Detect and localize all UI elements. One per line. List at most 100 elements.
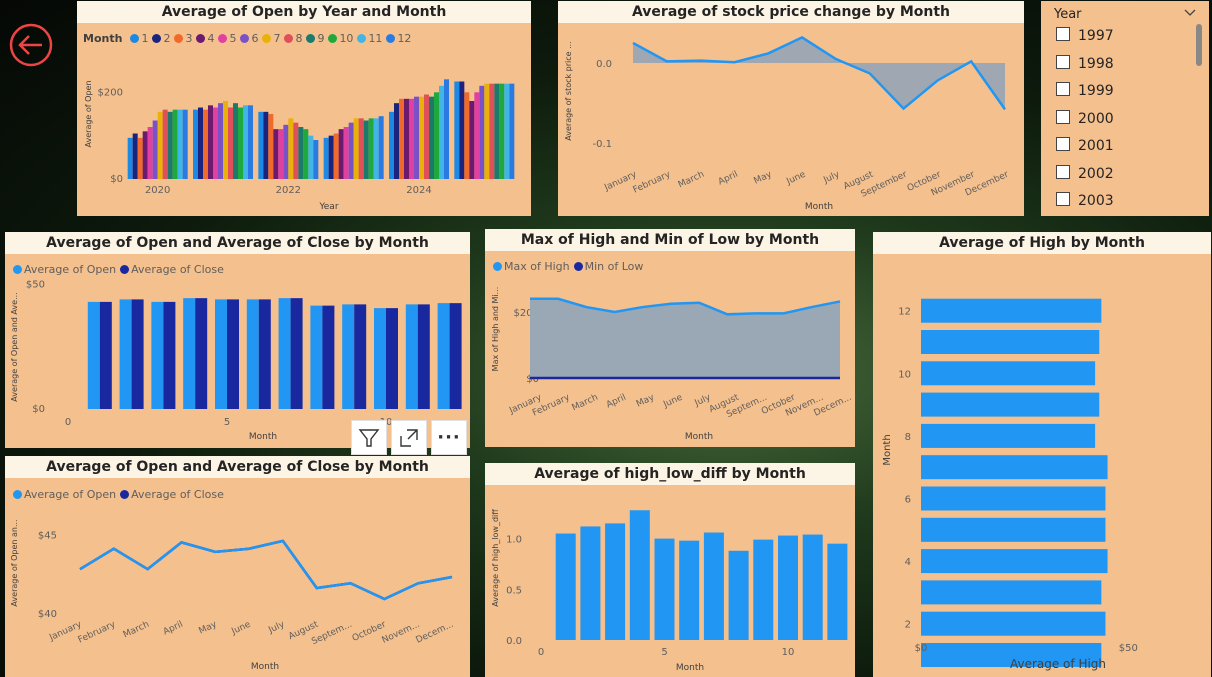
- bar: [449, 303, 462, 409]
- slicer-item[interactable]: 2001: [1056, 136, 1114, 156]
- slicer-item[interactable]: 2003: [1056, 191, 1114, 211]
- x-axis-label: Average of High: [1010, 657, 1106, 671]
- bar: [333, 133, 339, 179]
- bar: [298, 127, 304, 179]
- x-tick-label: March: [677, 170, 706, 191]
- legend-marker: [120, 490, 130, 499]
- chart-open-close-line[interactable]: Average of Open and Average of Close by …: [5, 456, 470, 677]
- bar: [268, 114, 274, 179]
- chart-plot: Average of Open an...$40$45JanuaryFebrua…: [10, 519, 455, 672]
- chart-plot: Average of high_low_diff 0.0 0.5 1.0 0 5 10 Mon…: [491, 509, 848, 673]
- chart-title: Average of High by Month: [873, 232, 1211, 254]
- x-tick-label: 2022: [276, 185, 301, 196]
- x-tick-label: March: [122, 620, 151, 641]
- checkbox[interactable]: [1056, 27, 1070, 41]
- legend-title: Month: [83, 32, 123, 45]
- year-slicer[interactable]: Year 1997 1998 1999 2000 2001 2002 2003: [1041, 1, 1209, 216]
- bar: [172, 109, 178, 179]
- chart-high-low-area[interactable]: Max of High and Min of Low by Month Max …: [485, 229, 855, 447]
- bar: [921, 643, 1102, 667]
- series-line: [79, 539, 453, 601]
- bar: [353, 118, 359, 179]
- bar: [373, 118, 379, 179]
- series-line: [79, 539, 453, 601]
- x-axis-label: Year: [318, 202, 338, 212]
- bar: [424, 94, 429, 179]
- legend-label: 9: [317, 32, 325, 45]
- legend-label: 6: [251, 32, 259, 45]
- slicer-item[interactable]: 1999: [1056, 81, 1114, 101]
- bar: [409, 98, 414, 179]
- bar: [479, 85, 485, 179]
- bar: [263, 111, 269, 179]
- slicer-item-label: 2003: [1078, 193, 1114, 209]
- legend-label: 4: [207, 32, 215, 45]
- chart-open-by-year-month[interactable]: Average of Open by Year and Month Month 1…: [77, 1, 531, 216]
- back-button[interactable]: [9, 23, 53, 67]
- bar: [921, 361, 1096, 386]
- y-tick-label: 1.0: [506, 535, 522, 546]
- bar: [223, 101, 228, 179]
- filter-icon: [358, 428, 380, 447]
- bar: [290, 298, 303, 409]
- focus-mode-button[interactable]: [391, 420, 427, 455]
- bar: [921, 392, 1100, 417]
- bar: [437, 303, 450, 409]
- series-line: [530, 297, 841, 316]
- y-tick-label: $200: [514, 308, 539, 319]
- bar: [243, 105, 248, 179]
- y-axis-label: Average of high_low_diff: [491, 509, 500, 607]
- bar: [288, 118, 294, 179]
- bar: [778, 535, 798, 640]
- bar: [213, 107, 218, 179]
- slicer-item[interactable]: 1997: [1056, 26, 1114, 46]
- bar: [489, 83, 495, 179]
- checkbox[interactable]: [1056, 82, 1070, 96]
- checkbox[interactable]: [1056, 54, 1070, 69]
- checkbox[interactable]: [1056, 109, 1070, 124]
- checkbox[interactable]: [1056, 192, 1070, 206]
- x-axis-label: Month: [676, 663, 704, 673]
- slicer-item[interactable]: 2002: [1056, 164, 1114, 184]
- slicer-item[interactable]: 2000: [1056, 109, 1114, 129]
- bar: [215, 299, 227, 409]
- bar: [152, 120, 158, 179]
- y-tick-label: 0.5: [506, 585, 522, 596]
- chart-plot: Average of Open and Ave...$0$500510Month: [10, 279, 462, 442]
- bar: [494, 83, 500, 179]
- chart-open-close-bar[interactable]: Average of Open and Average of Close by …: [5, 232, 470, 448]
- x-axis-label: Month: [251, 662, 279, 672]
- bar: [499, 83, 505, 179]
- bar: [342, 304, 355, 409]
- legend-marker: [218, 34, 228, 43]
- checkbox[interactable]: [1056, 137, 1070, 151]
- slicer-item[interactable]: 1998: [1056, 54, 1114, 74]
- bar: [142, 131, 148, 179]
- slicer-item-label: 2000: [1078, 110, 1114, 127]
- bar: [399, 98, 404, 179]
- chart-plot: Average of stock price ... 0.0-0.1January…: [564, 35, 1011, 212]
- chart-high-low-diff[interactable]: Average of high_low_diff by Month Averag…: [485, 463, 855, 677]
- x-axis-label: Month: [805, 202, 833, 212]
- legend-marker: [240, 34, 250, 43]
- slicer-scrollbar[interactable]: [1196, 24, 1202, 66]
- x-tick-label: Novem...: [381, 620, 422, 646]
- bar: [429, 96, 434, 179]
- chart-title: Average of Open and Average of Close by …: [5, 232, 470, 254]
- slicer-item-label: 2001: [1078, 138, 1114, 154]
- bar: [167, 111, 173, 179]
- chevron-down-icon[interactable]: [1184, 9, 1196, 17]
- chart-stock-change-by-month[interactable]: Average of stock price change by Month A…: [558, 1, 1024, 216]
- bar: [328, 135, 334, 179]
- y-axis-label: Average of Open: [84, 80, 93, 147]
- filter-button[interactable]: [351, 420, 387, 455]
- bar: [414, 96, 419, 179]
- y-tick-label: 10: [898, 369, 911, 380]
- x-tick-label: 5: [661, 647, 667, 658]
- more-options-button[interactable]: ···: [431, 420, 467, 455]
- checkbox[interactable]: [1056, 164, 1070, 179]
- chart-high-by-month[interactable]: Average of High by Month Month 2 4 6 8 10 12 $0…: [873, 232, 1211, 677]
- bar: [580, 526, 601, 640]
- bar: [195, 298, 208, 409]
- bar: [157, 111, 163, 179]
